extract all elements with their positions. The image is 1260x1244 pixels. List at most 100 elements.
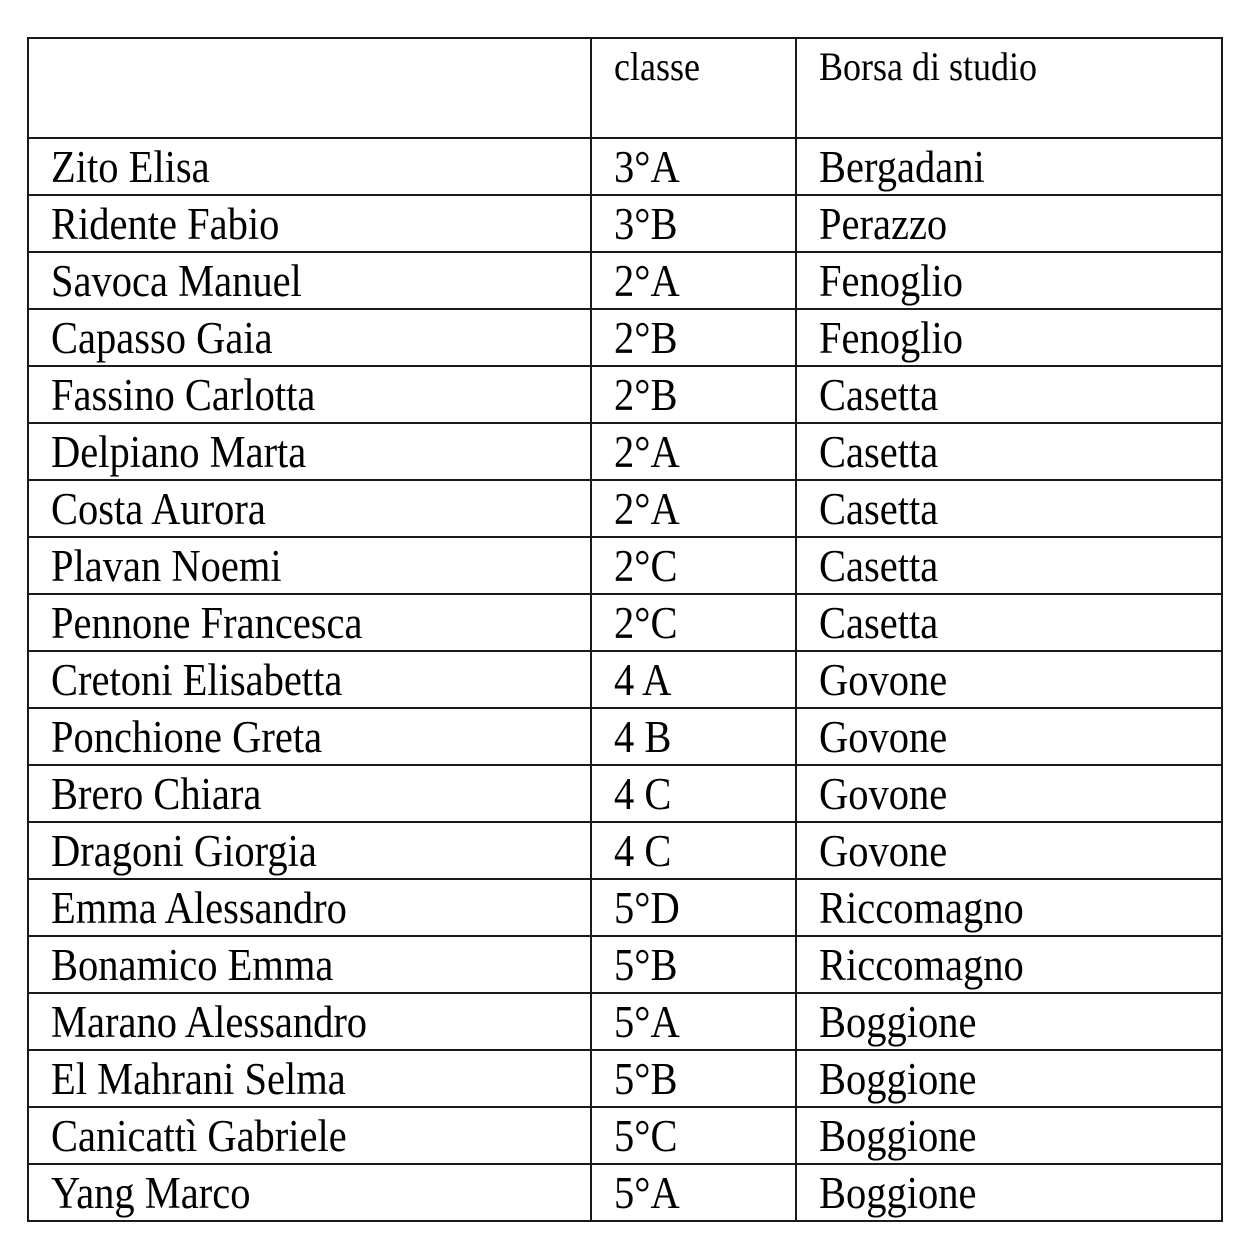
student-class: 3°A: [614, 142, 680, 192]
scholarship-name: Govone: [819, 769, 948, 819]
student-class: 2°A: [614, 256, 680, 306]
student-class-cell: 5°D: [590, 878, 797, 937]
scholarship-name-cell: Govone: [795, 764, 1223, 823]
scholarship-name-cell: Perazzo: [795, 194, 1223, 253]
student-class-cell: 5°A: [590, 1163, 797, 1222]
student-name-cell: Yang Marco: [27, 1163, 592, 1222]
student-class-cell: 2°B: [590, 365, 797, 424]
student-name-cell: Fassino Carlotta: [27, 365, 592, 424]
student-name: Delpiano Marta: [51, 427, 307, 477]
student-name: Capasso Gaia: [51, 313, 273, 363]
student-class-cell: 5°B: [590, 1049, 797, 1108]
student-class: 2°A: [614, 427, 680, 477]
table-row: Fassino Carlotta 2°B Casetta: [27, 365, 1223, 424]
table-row: Cretoni Elisabetta 4 A Govone: [27, 650, 1223, 709]
student-name: Bonamico Emma: [51, 940, 334, 990]
student-name-cell: Zito Elisa: [27, 137, 592, 196]
scholarship-name-cell: Boggione: [795, 1163, 1223, 1222]
table-row: Pennone Francesca 2°C Casetta: [27, 593, 1223, 652]
table-row: Dragoni Giorgia 4 C Govone: [27, 821, 1223, 880]
scholarship-name: Bergadani: [819, 142, 985, 192]
student-name-cell: Pennone Francesca: [27, 593, 592, 652]
header-cell-classe: classe: [590, 37, 797, 139]
scholarship-table: classe Borsa di studio Zito Elisa 3°A Berg…: [27, 37, 1223, 1222]
student-class: 2°C: [614, 541, 678, 591]
student-class: 5°B: [614, 1054, 678, 1104]
scholarship-name: Casetta: [819, 427, 939, 477]
student-name-cell: Cretoni Elisabetta: [27, 650, 592, 709]
scholarship-name-cell: Casetta: [795, 593, 1223, 652]
student-name-cell: Dragoni Giorgia: [27, 821, 592, 880]
student-name-cell: Ridente Fabio: [27, 194, 592, 253]
scholarship-name: Riccomagno: [819, 940, 1024, 990]
table-row: Plavan Noemi 2°C Casetta: [27, 536, 1223, 595]
student-class-cell: 5°C: [590, 1106, 797, 1165]
student-class: 5°D: [614, 883, 680, 933]
student-name: Cretoni Elisabetta: [51, 655, 343, 705]
table-row: Bonamico Emma 5°B Riccomagno: [27, 935, 1223, 994]
scholarship-name-cell: Boggione: [795, 1049, 1223, 1108]
scholarship-name: Casetta: [819, 484, 939, 534]
scholarship-name-cell: Casetta: [795, 422, 1223, 481]
header-row: classe Borsa di studio: [27, 37, 1223, 139]
student-name-cell: Canicattì Gabriele: [27, 1106, 592, 1165]
student-class-cell: 4 C: [590, 764, 797, 823]
scholarship-name-cell: Casetta: [795, 365, 1223, 424]
table-row: Ponchione Greta 4 B Govone: [27, 707, 1223, 766]
student-class-cell: 4 C: [590, 821, 797, 880]
student-class: 4 B: [614, 712, 672, 762]
student-class-cell: 2°A: [590, 251, 797, 310]
table-row: Emma Alessandro 5°D Riccomagno: [27, 878, 1223, 937]
student-class-cell: 2°C: [590, 536, 797, 595]
scholarship-name: Casetta: [819, 598, 939, 648]
scholarship-name: Govone: [819, 826, 948, 876]
student-class: 4 C: [614, 769, 672, 819]
student-name-cell: Savoca Manuel: [27, 251, 592, 310]
student-class: 3°B: [614, 199, 678, 249]
student-class-cell: 5°A: [590, 992, 797, 1051]
scholarship-name: Casetta: [819, 370, 939, 420]
student-name: Pennone Francesca: [51, 598, 363, 648]
student-name: El Mahrani Selma: [51, 1054, 346, 1104]
scholarship-name-cell: Casetta: [795, 536, 1223, 595]
student-class-cell: 2°A: [590, 479, 797, 538]
scholarship-name-cell: Bergadani: [795, 137, 1223, 196]
student-class-cell: 5°B: [590, 935, 797, 994]
student-name-cell: Bonamico Emma: [27, 935, 592, 994]
table-row: Canicattì Gabriele 5°C Boggione: [27, 1106, 1223, 1165]
scholarship-name: Perazzo: [819, 199, 948, 249]
scholarship-name: Fenoglio: [819, 313, 964, 363]
student-class: 2°B: [614, 313, 678, 363]
student-class-cell: 3°A: [590, 137, 797, 196]
student-name: Marano Alessandro: [51, 997, 368, 1047]
student-name: Brero Chiara: [51, 769, 262, 819]
table-row: Zito Elisa 3°A Bergadani: [27, 137, 1223, 196]
table-row: Yang Marco 5°A Boggione: [27, 1163, 1223, 1222]
scholarship-name: Riccomagno: [819, 883, 1024, 933]
student-name: Zito Elisa: [51, 142, 210, 192]
student-class-cell: 2°B: [590, 308, 797, 367]
table-row: Delpiano Marta 2°A Casetta: [27, 422, 1223, 481]
student-name-cell: El Mahrani Selma: [27, 1049, 592, 1108]
student-class-cell: 2°C: [590, 593, 797, 652]
student-name-cell: Emma Alessandro: [27, 878, 592, 937]
student-name: Costa Aurora: [51, 484, 266, 534]
scholarship-name-cell: Govone: [795, 650, 1223, 709]
student-name-cell: Marano Alessandro: [27, 992, 592, 1051]
scholarship-name: Govone: [819, 655, 948, 705]
student-name-cell: Delpiano Marta: [27, 422, 592, 481]
student-class-cell: 4 A: [590, 650, 797, 709]
student-class: 5°A: [614, 997, 680, 1047]
scholarship-name-cell: Fenoglio: [795, 251, 1223, 310]
table-row: Savoca Manuel 2°A Fenoglio: [27, 251, 1223, 310]
scholarship-name-cell: Riccomagno: [795, 935, 1223, 994]
student-class: 4 C: [614, 826, 672, 876]
scholarship-name: Govone: [819, 712, 948, 762]
student-class: 2°A: [614, 484, 680, 534]
student-class-cell: 3°B: [590, 194, 797, 253]
student-class-cell: 4 B: [590, 707, 797, 766]
student-name: Emma Alessandro: [51, 883, 347, 933]
scholarship-name: Boggione: [819, 1111, 977, 1161]
scholarship-name-cell: Riccomagno: [795, 878, 1223, 937]
header-cell-name: [27, 37, 592, 139]
